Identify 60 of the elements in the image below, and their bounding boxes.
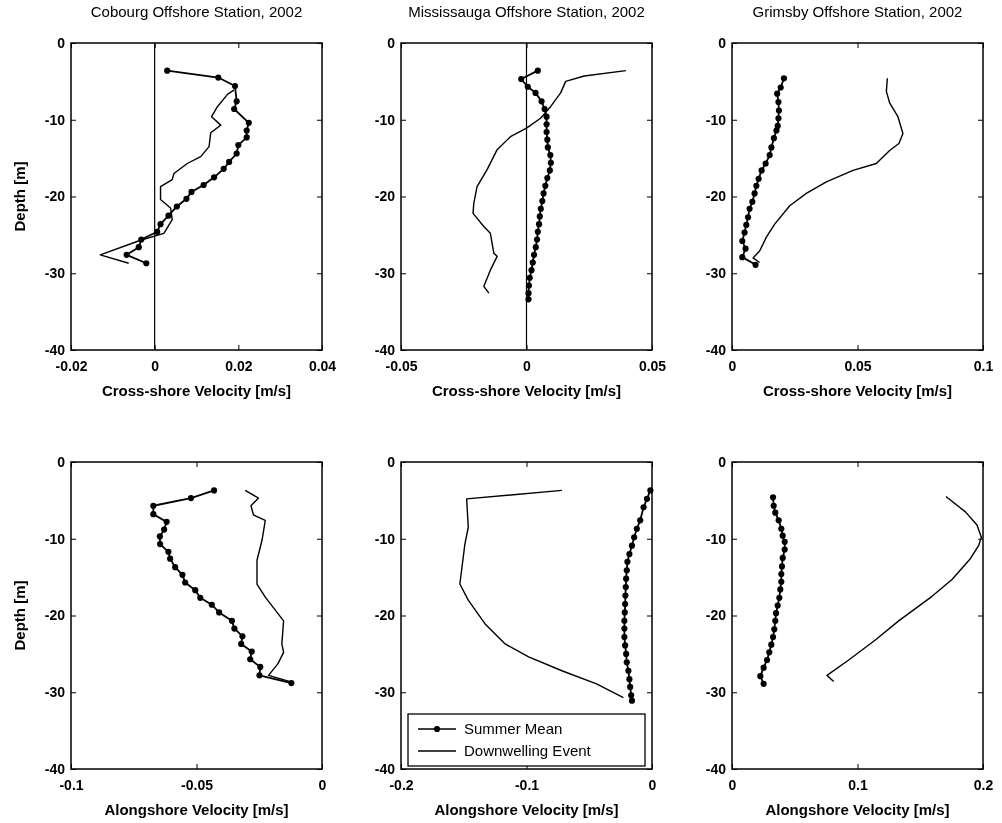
chart-title: Mississauga Offshore Station, 2002 [408,3,645,20]
y-tick-label: -30 [44,265,66,282]
y-tick-label: 0 [387,453,396,470]
x-axis-title: Alongshore Velocity [m/s] [104,801,289,818]
x-axis-title: Alongshore Velocity [m/s] [434,801,619,818]
y-tick-label: 0 [57,453,66,470]
y-tick-label: -20 [374,607,396,624]
y-tick-label: -30 [374,265,396,282]
y-tick-label: -30 [705,684,727,701]
legend-label: Downwelling Event [464,742,592,759]
x-tick-label: 0.05 [638,357,667,374]
x-axis-title: Alongshore Velocity [m/s] [765,801,950,818]
y-tick-label: -10 [44,530,66,547]
x-tick-label: 0.02 [225,357,253,374]
chart-title: Grimsby Offshore Station, 2002 [752,3,963,20]
y-tick-label: -20 [705,607,727,624]
y-tick-label: -40 [44,760,66,777]
y-tick-label: -20 [44,607,66,624]
x-tick-label: -0.05 [385,357,418,374]
y-tick-label: -10 [705,111,727,128]
chart-title: Cobourg Offshore Station, 2002 [90,3,303,20]
y-tick-label: -30 [374,684,396,701]
x-axis-title: Cross-shore Velocity [m/s] [101,382,292,399]
y-axis-title: Depth [m] [11,161,28,232]
y-tick-label: -40 [374,341,396,358]
x-tick-label: 0.2 [973,776,994,793]
y-tick-label: -40 [705,341,727,358]
x-tick-label: 0.05 [844,357,872,374]
y-tick-label: -30 [705,265,727,282]
y-tick-label: 0 [718,453,727,470]
y-tick-label: -30 [44,684,66,701]
y-tick-label: -40 [705,760,727,777]
x-tick-label: 0 [318,776,327,793]
y-tick-label: -20 [374,188,396,205]
x-axis-title: Cross-shore Velocity [m/s] [762,382,953,399]
x-tick-label: 0.1 [848,776,868,793]
y-tick-label: -40 [374,760,396,777]
y-tick-label: 0 [387,34,396,51]
y-tick-label: 0 [57,34,66,51]
y-tick-label: -20 [705,188,727,205]
y-tick-label: -10 [374,111,396,128]
x-tick-label: -0.1 [514,776,540,793]
x-tick-label: -0.05 [181,776,214,793]
y-axis-title: Depth [m] [11,580,28,651]
y-tick-label: -20 [44,188,66,205]
x-tick-label: 0 [648,776,657,793]
y-tick-label: -10 [374,530,396,547]
x-tick-label: 0.04 [308,357,337,374]
y-tick-label: -40 [44,341,66,358]
y-tick-label: -10 [705,530,727,547]
y-tick-label: -10 [44,111,66,128]
y-tick-label: 0 [718,34,727,51]
x-tick-label: -0.2 [389,776,414,793]
x-tick-label: 0 [151,357,160,374]
x-tick-label: -0.02 [55,357,88,374]
x-axis-title: Cross-shore Velocity [m/s] [431,382,622,399]
x-tick-label: 0 [523,357,532,374]
legend-label: Summer Mean [464,720,563,737]
x-tick-label: -0.1 [59,776,84,793]
x-tick-label: 0.1 [973,357,994,374]
